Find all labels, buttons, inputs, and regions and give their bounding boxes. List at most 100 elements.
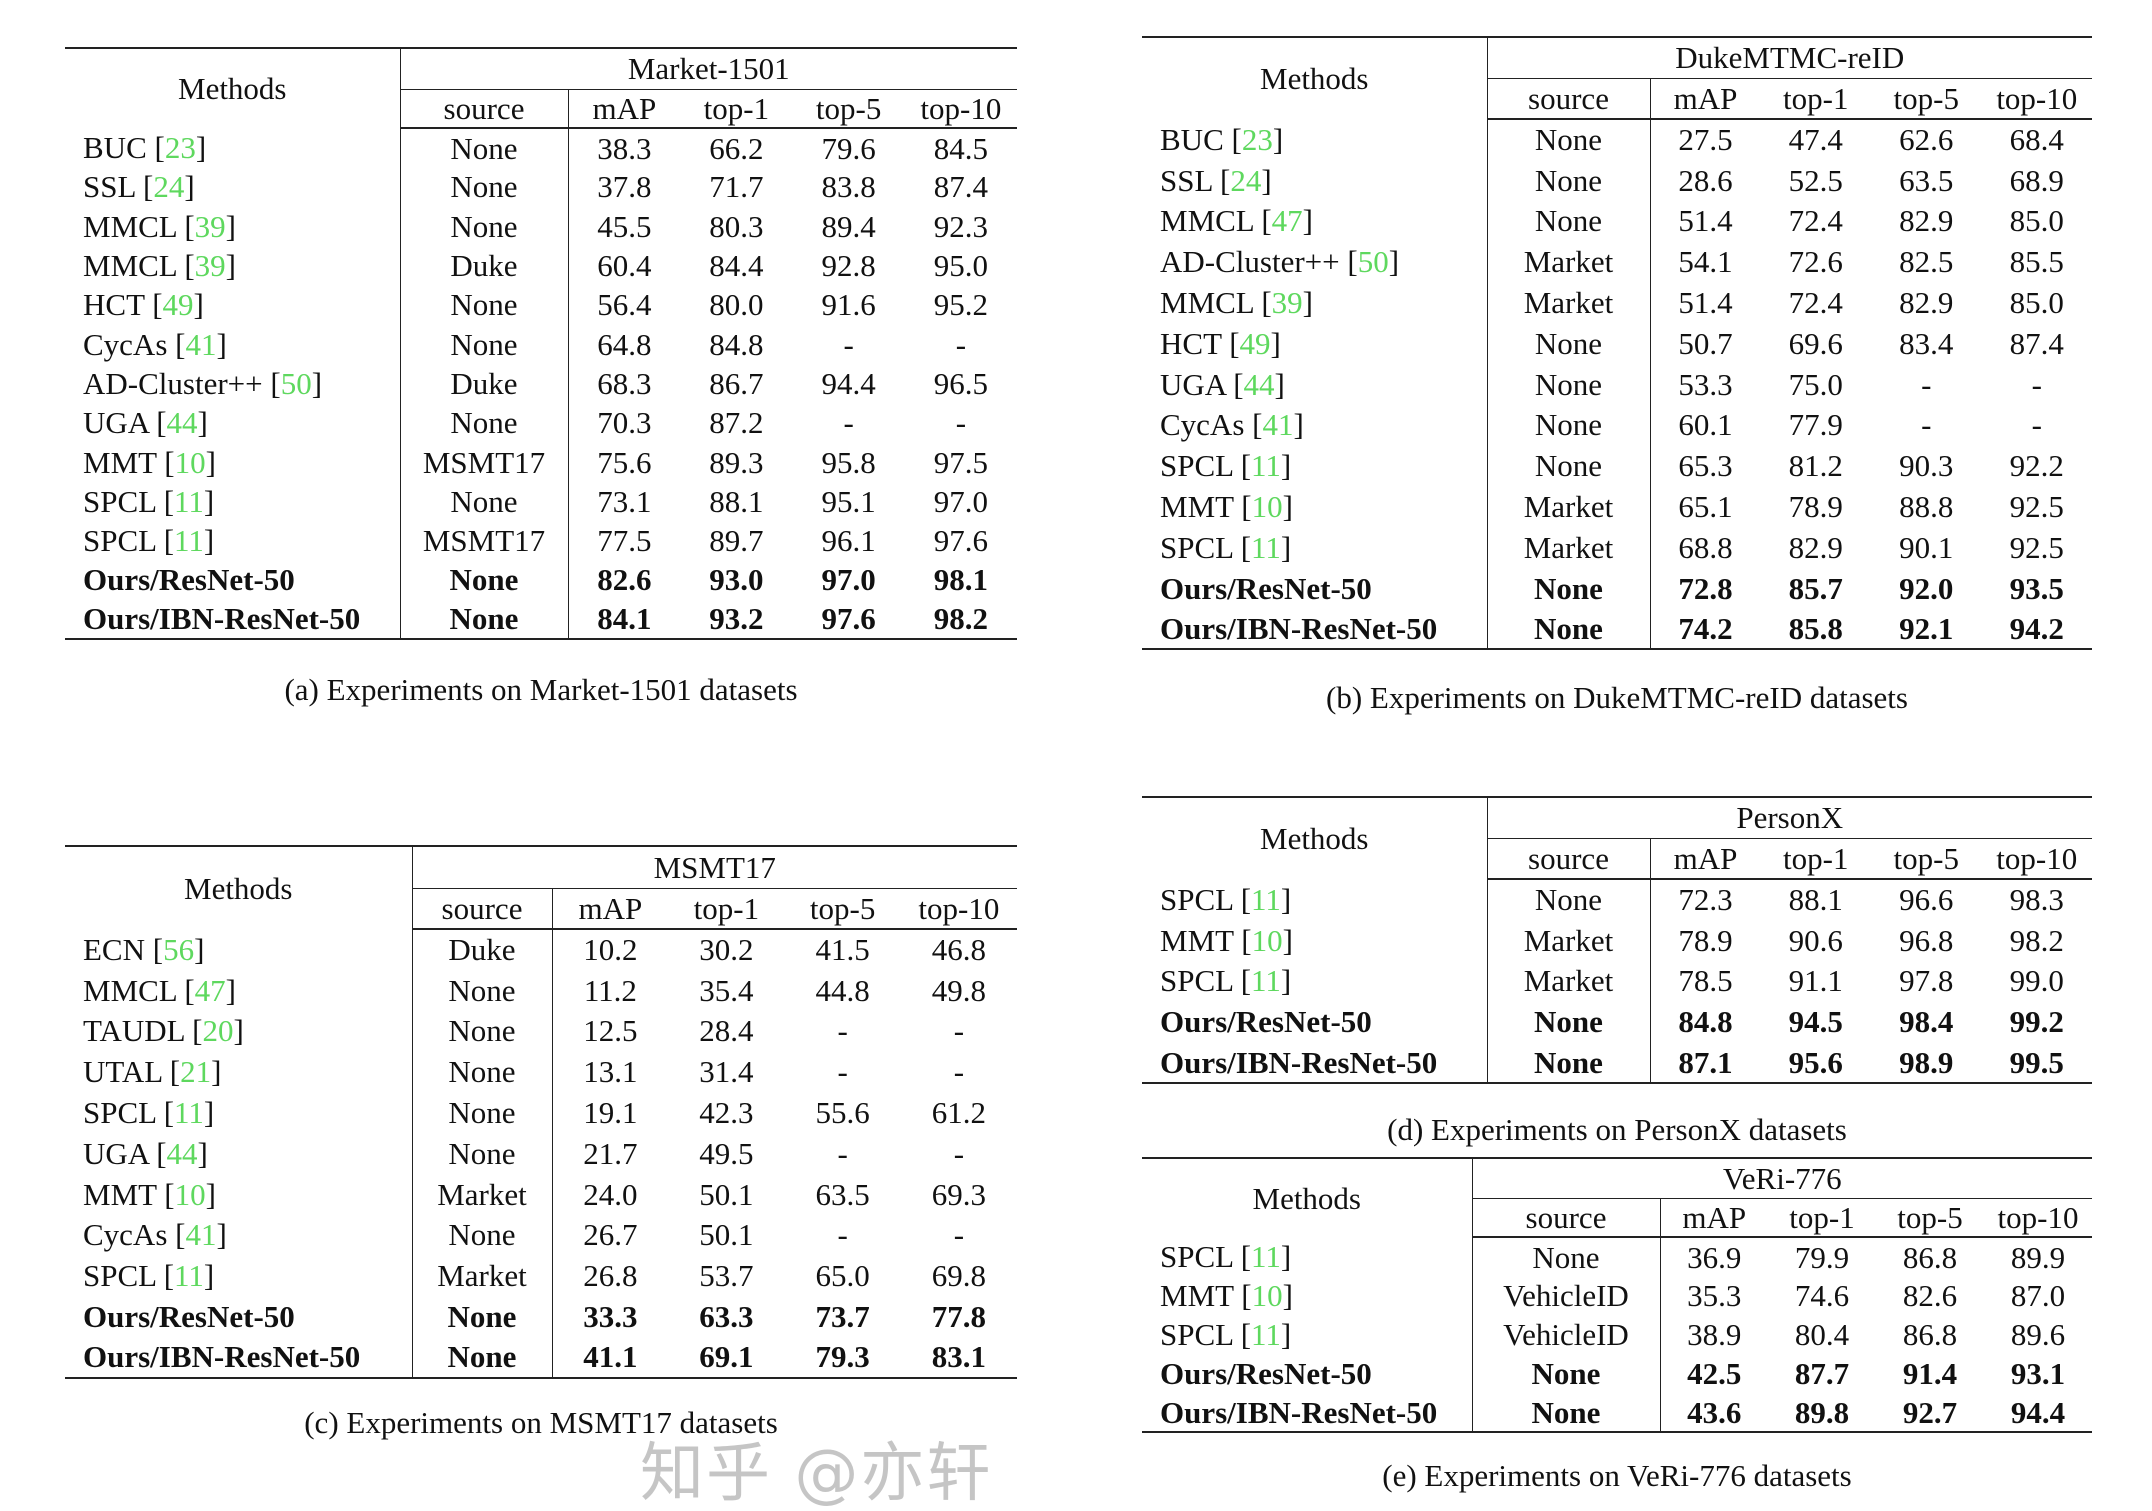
citation-link[interactable]: 56 — [163, 931, 195, 967]
source-cell: None — [412, 1214, 553, 1256]
metric-cell: 82.9 — [1899, 203, 1954, 239]
metric-cell: 87.0 — [2010, 1278, 2066, 1313]
dataset-header: PersonX — [1487, 796, 2093, 839]
citation-link[interactable]: 11 — [174, 483, 204, 519]
citation-link[interactable]: 11 — [1251, 1239, 1281, 1274]
metric-cell: 92.8 — [821, 248, 876, 284]
citation-link[interactable]: 39 — [1271, 285, 1303, 321]
bracket: [ — [1232, 1317, 1252, 1352]
table-row: SPCL [11] VehicleID 38.9 80.4 86.8 89.6 — [1142, 1315, 2092, 1354]
method-cell: SPCL [11] — [65, 520, 401, 561]
metric-cell: 92.1 — [1871, 608, 1982, 651]
bracket: [ — [155, 523, 175, 559]
citation-link[interactable]: 50 — [280, 365, 312, 401]
bracket: ] — [1274, 366, 1285, 402]
metric-cell: 92.5 — [2009, 489, 2064, 525]
bracket: [ — [1225, 366, 1244, 402]
citation-link[interactable]: 10 — [174, 444, 206, 480]
citation-link[interactable]: 41 — [185, 326, 217, 362]
citation-link[interactable]: 39 — [194, 208, 226, 244]
table-c: Methods MSMT17 source mAP top-1 top-5 top-10 EC… — [65, 845, 1017, 1379]
method-cell: SPCL [11] — [1142, 879, 1488, 920]
citation-link[interactable]: 20 — [202, 1013, 234, 1049]
metric-cell: 28.4 — [699, 1013, 754, 1049]
metric-cell: 99.5 — [1981, 1042, 2093, 1084]
metric-cell: 10.2 — [583, 932, 638, 968]
metric-header: top-1 — [1760, 78, 1871, 120]
table-row: CycAs [41] None 64.8 84.8- - — [65, 324, 1017, 364]
metric-cell: 21.7 — [583, 1135, 638, 1171]
metric-header: top-1 — [680, 89, 793, 129]
metric-header: mAP — [552, 888, 669, 930]
citation-link[interactable]: 39 — [194, 248, 226, 284]
metric-cell: 64.8 — [597, 326, 652, 362]
metric-cell: 83.8 — [821, 169, 876, 205]
metric-cell: 82.6 — [1902, 1278, 1958, 1313]
citation-link[interactable]: 47 — [1271, 203, 1303, 239]
metric-cell: - — [1921, 407, 1932, 443]
method-name: SPCL — [83, 483, 156, 519]
citation-link[interactable]: 24 — [153, 169, 185, 205]
source-cell: Market — [1487, 960, 1651, 1002]
metric-cell: 35.4 — [699, 972, 754, 1008]
bracket: [ — [1232, 963, 1252, 999]
citation-link[interactable]: 44 — [166, 1135, 198, 1171]
method-name: SPCL — [1160, 448, 1233, 484]
table-row: SSL [24] None 28.6 52.5 63.5 68.9 — [1142, 159, 2092, 201]
citation-link[interactable]: 41 — [1262, 407, 1294, 443]
citation-link[interactable]: 10 — [1251, 1278, 1283, 1313]
citation-link[interactable]: 11 — [1251, 963, 1281, 999]
citation-link[interactable]: 10 — [1251, 489, 1283, 525]
source-header: source — [400, 89, 569, 129]
citation-link[interactable]: 44 — [1243, 366, 1275, 402]
method-cell: CycAs [41] — [65, 1214, 413, 1256]
bracket: ] — [216, 1217, 227, 1253]
citation-link[interactable]: 23 — [164, 130, 196, 166]
citation-link[interactable]: 47 — [194, 972, 226, 1008]
methods-header: Methods — [1142, 1157, 1473, 1237]
metric-cell: 84.5 — [933, 130, 988, 166]
method-cell: HCT [49] — [1142, 322, 1488, 364]
table-row: SPCL [11] Market 78.5 91.1 97.8 99.0 — [1142, 960, 2092, 1002]
method-name: AD-Cluster++ — [83, 365, 263, 401]
method-name: MMT — [83, 1176, 157, 1212]
method-cell: SPCL [11] — [1142, 1315, 1473, 1354]
citation-link[interactable]: 11 — [1251, 529, 1281, 565]
bracket: [ — [155, 1095, 175, 1131]
citation-link[interactable]: 44 — [166, 405, 198, 441]
citation-link[interactable]: 23 — [1241, 121, 1273, 157]
citation-link[interactable]: 11 — [174, 1095, 204, 1131]
metric-cell: 96.1 — [821, 523, 876, 559]
metric-cell: 79.6 — [821, 130, 876, 166]
citation-link[interactable]: 21 — [180, 1054, 212, 1090]
table-row: ECN [56] Duke 10.2 30.2 41.5 46.8 — [65, 929, 1017, 970]
citation-link[interactable]: 11 — [1251, 881, 1281, 917]
metric-cell: 78.9 — [1788, 489, 1843, 525]
table-row: Ours/ResNet-50 None 82.6 93.0 97.0 98.1 — [65, 560, 1017, 600]
citation-link[interactable]: 11 — [1251, 1317, 1281, 1352]
metric-cell: 95.0 — [933, 248, 988, 284]
bracket: [ — [1244, 407, 1263, 443]
citation-link[interactable]: 11 — [1251, 448, 1281, 484]
citation-link[interactable]: 41 — [185, 1217, 217, 1253]
citation-link[interactable]: 11 — [174, 523, 204, 559]
metric-cell: 85.0 — [2009, 203, 2064, 239]
metric-cell: 72.4 — [1788, 203, 1843, 239]
dataset-header: Market-1501 — [400, 47, 1017, 90]
method-name: AD-Cluster++ — [1160, 244, 1340, 280]
citation-link[interactable]: 11 — [174, 1258, 204, 1294]
results-table: Methods PersonX source mAP top-1 top-5 top-10 S… — [1142, 796, 2093, 1084]
method-cell: Ours/ResNet-50 — [1142, 567, 1488, 609]
metric-cell: 51.4 — [1678, 203, 1733, 239]
citation-link[interactable]: 49 — [162, 287, 194, 323]
citation-link[interactable]: 49 — [1239, 325, 1271, 361]
bracket: ] — [225, 972, 236, 1008]
citation-link[interactable]: 10 — [1251, 922, 1283, 958]
method-name: SPCL — [1160, 529, 1233, 565]
citation-link[interactable]: 10 — [174, 1176, 206, 1212]
citation-link[interactable]: 24 — [1230, 162, 1262, 198]
source-cell: Duke — [400, 245, 569, 286]
citation-link[interactable]: 50 — [1357, 244, 1389, 280]
method-cell: Ours/ResNet-50 — [65, 560, 401, 600]
bracket: [ — [1232, 1239, 1252, 1274]
